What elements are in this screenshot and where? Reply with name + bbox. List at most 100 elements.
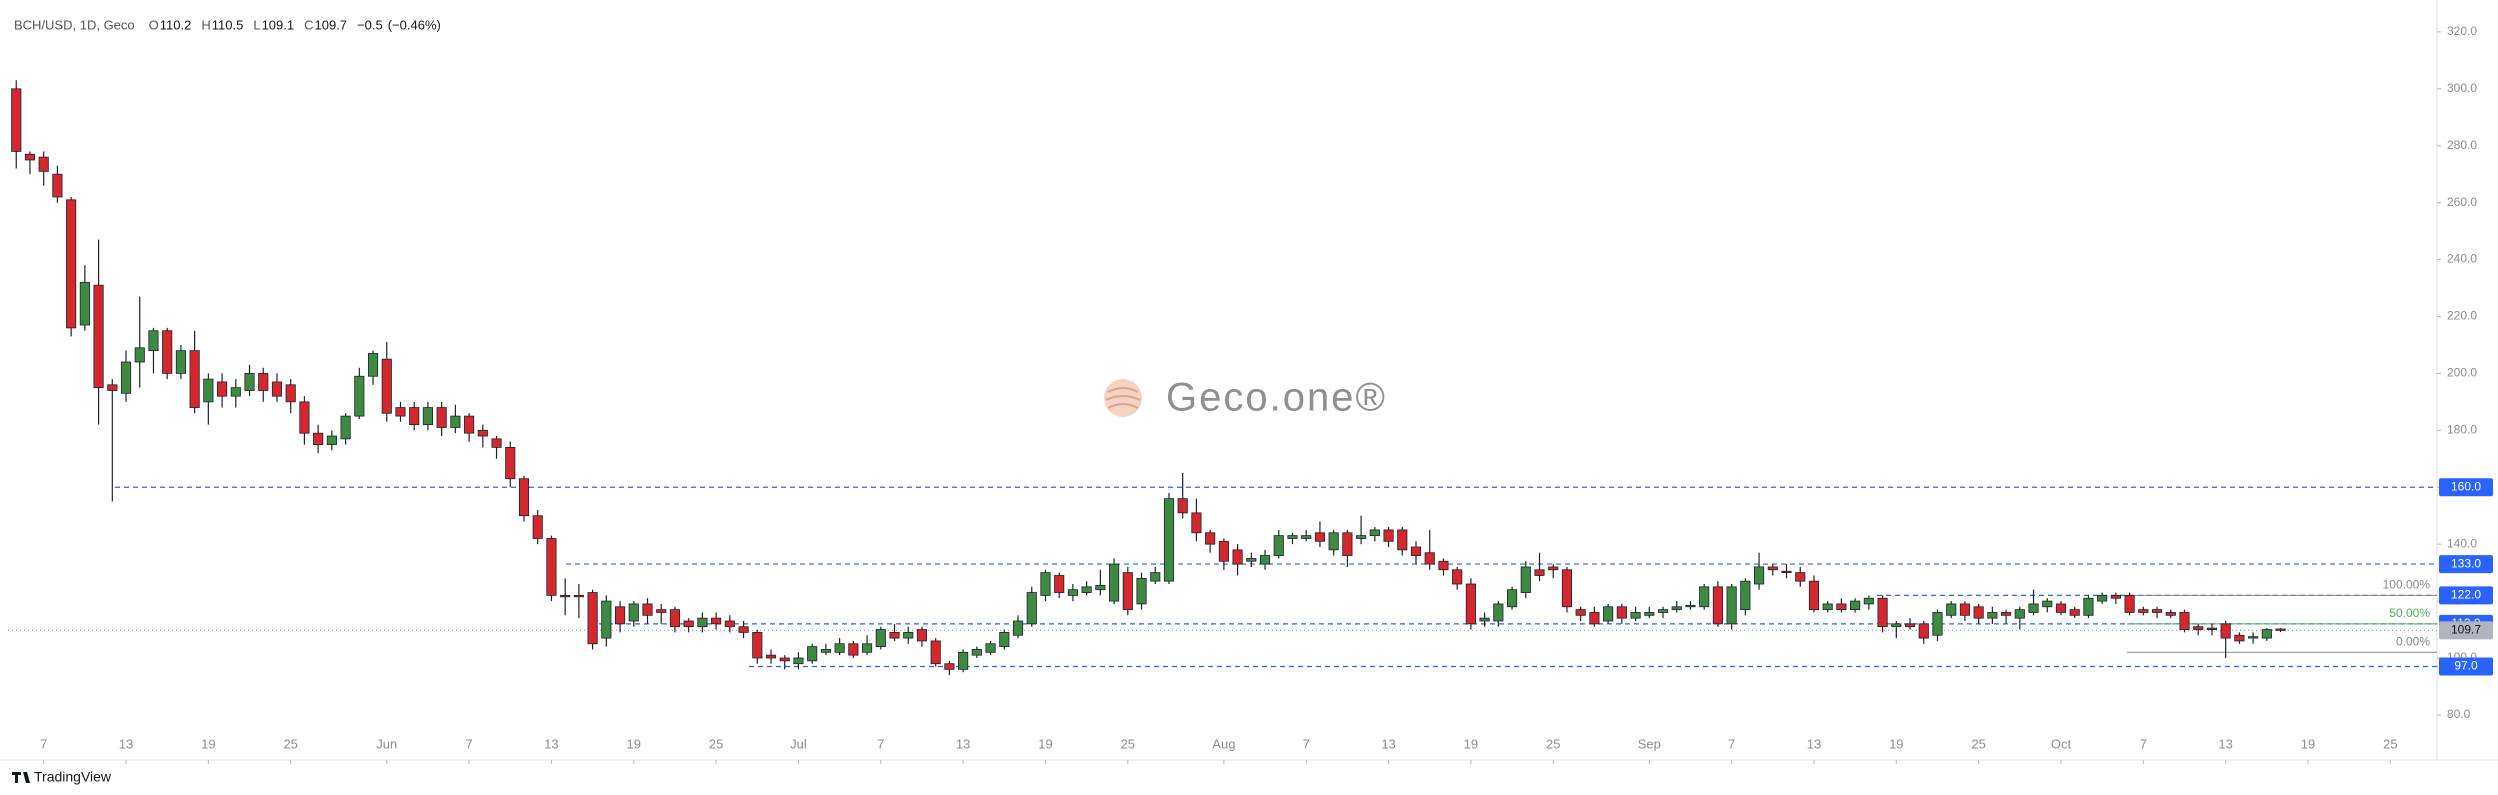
candle-body xyxy=(1410,546,1422,556)
candle-body xyxy=(1163,498,1175,582)
level-price-label: 97.0 xyxy=(2454,659,2478,673)
candle-body xyxy=(1081,586,1092,593)
candle-body xyxy=(1589,612,1600,625)
candle-body xyxy=(1273,535,1284,556)
candle-body xyxy=(66,199,77,329)
candle-body xyxy=(2165,612,2176,616)
header: BCH/USD, 1D, Geco O 110.2 H 110.5 L 109.1 C 109.… xyxy=(14,17,441,32)
ohlc-letter: H xyxy=(201,17,210,32)
candle-body xyxy=(1891,623,1902,628)
x-tick-label: 19 xyxy=(2301,736,2315,751)
candle-body xyxy=(367,353,379,377)
candle-body xyxy=(1012,620,1024,636)
candle-body xyxy=(1095,585,1106,591)
candle-body xyxy=(2001,612,2012,616)
candle-body xyxy=(683,620,694,628)
candle-body xyxy=(162,330,173,374)
candle-body xyxy=(2151,609,2163,613)
candle-body xyxy=(1520,566,1531,593)
candle-body xyxy=(1109,563,1120,602)
candle-body xyxy=(1342,532,1353,556)
candle-body xyxy=(1465,583,1476,625)
candle-body xyxy=(1328,532,1339,551)
x-tick-label: 7 xyxy=(877,736,884,751)
x-tick-label: 19 xyxy=(1464,736,1478,751)
candle-body xyxy=(93,284,104,389)
candle-body xyxy=(628,603,639,622)
candle-body xyxy=(724,620,735,628)
candle-body xyxy=(1822,603,1833,611)
candle-body xyxy=(765,654,777,659)
x-tick-label: 13 xyxy=(544,736,558,751)
candle-body xyxy=(2179,612,2190,630)
candle-body xyxy=(1054,575,1065,593)
candle-body xyxy=(1630,612,1641,619)
candle-body xyxy=(1177,498,1188,514)
x-tick-label: 19 xyxy=(201,736,215,751)
x-tick-label: 7 xyxy=(1303,736,1310,751)
candle-body xyxy=(1232,549,1243,565)
last-price-box xyxy=(2439,621,2493,640)
ohlc-value: 110.5 xyxy=(212,17,244,32)
candle-body xyxy=(464,415,475,434)
x-tick-label: Sep xyxy=(1638,736,1661,751)
candle-body xyxy=(1712,586,1723,625)
change-value: −0.5 xyxy=(357,17,383,32)
y-tick-label: 240.0 xyxy=(2447,252,2477,266)
candle-body xyxy=(1836,603,1847,611)
candle-body xyxy=(1150,572,1161,582)
x-tick-label: 13 xyxy=(1807,736,1821,751)
candle-body xyxy=(862,643,873,653)
candle-body xyxy=(1561,569,1573,608)
footer-logo xyxy=(12,772,30,783)
candle-body xyxy=(107,384,118,391)
candle-body xyxy=(244,373,255,391)
candle-body xyxy=(738,626,749,633)
candle-body xyxy=(1218,540,1229,562)
candle-body xyxy=(313,432,324,445)
candle-body xyxy=(2248,636,2259,639)
candle-body xyxy=(340,415,351,440)
x-tick-label: 7 xyxy=(2140,736,2147,751)
candle-body xyxy=(1850,600,1861,611)
candle-body xyxy=(2069,609,2080,616)
candle-body xyxy=(148,330,159,352)
level-price-box xyxy=(2439,586,2493,605)
candle-body xyxy=(1301,535,1312,539)
candle-body xyxy=(1904,623,1916,628)
candle-body xyxy=(436,407,447,428)
candle-body xyxy=(1383,529,1394,542)
candle-body xyxy=(1932,612,1943,636)
candle-body xyxy=(1397,529,1408,551)
candle-body xyxy=(326,435,337,445)
candle-body xyxy=(1781,570,1792,574)
candle-body xyxy=(450,415,461,428)
candle-body xyxy=(642,603,653,616)
level-price-label: 160.0 xyxy=(2451,479,2481,493)
candle-body xyxy=(656,609,667,613)
candle-body xyxy=(491,438,502,448)
y-tick-label: 80.0 xyxy=(2447,707,2471,721)
candle-body xyxy=(11,88,22,152)
candle-body xyxy=(2083,597,2094,616)
candle-body xyxy=(1918,623,1929,639)
candle-body xyxy=(2097,594,2108,602)
candle-body xyxy=(1671,606,1682,611)
candle-body xyxy=(2220,623,2231,639)
candle-body xyxy=(1356,535,1367,539)
candle-body xyxy=(1685,604,1696,608)
candle-body xyxy=(532,515,543,539)
candle-body xyxy=(1246,557,1257,562)
x-tick-label: 7 xyxy=(40,736,47,751)
candle-body xyxy=(1575,609,1586,616)
candle-body xyxy=(2193,626,2204,630)
candle-body xyxy=(573,594,584,598)
candle-body xyxy=(271,381,283,397)
candle-body xyxy=(230,387,241,397)
candle-body xyxy=(1877,597,1888,628)
candle-body xyxy=(2138,609,2149,613)
candle-body xyxy=(1973,606,1984,619)
candle-body xyxy=(1424,552,1435,565)
candle-body xyxy=(1987,612,1998,619)
